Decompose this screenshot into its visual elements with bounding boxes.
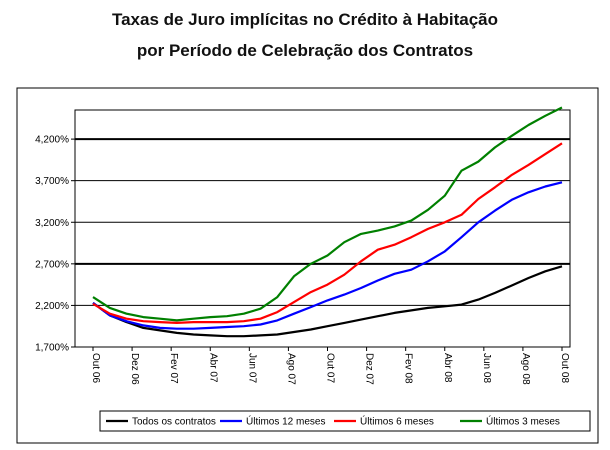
x-tick-label: Out 08	[559, 353, 570, 383]
y-tick-label: 1,700%	[35, 343, 69, 354]
x-tick-label: Fev 07	[168, 353, 179, 384]
x-tick-label: Out 06	[90, 353, 101, 383]
x-tick-label: Ago 07	[285, 353, 296, 385]
x-tick-label: Dez 07	[364, 353, 375, 385]
series-line-4	[92, 106, 563, 322]
x-tick-label: Abr 08	[442, 353, 453, 383]
y-tick-label: 2,200%	[35, 301, 69, 312]
y-tick-label: 3,200%	[35, 218, 69, 229]
series-line-2	[92, 181, 563, 330]
y-tick-label: 3,700%	[35, 176, 69, 187]
plot-area	[74, 109, 571, 348]
series-line-3	[92, 142, 563, 324]
legend-label: Últimos 6 meses	[360, 415, 434, 428]
legend-label: Últimos 3 meses	[486, 415, 560, 428]
y-tick-label: 2,700%	[35, 259, 69, 270]
chart-title: Taxas de Juro implícitas no Crédito à Ha…	[111, 10, 499, 29]
x-tick-label: Fev 08	[403, 353, 414, 384]
x-tick-label: Jun 08	[481, 353, 492, 383]
x-tick-label: Dez 06	[129, 353, 140, 385]
x-tick-label: Ago 08	[520, 353, 531, 385]
x-tick-label: Jun 07	[246, 353, 257, 383]
series-line-1	[92, 265, 563, 338]
x-tick-label: Abr 07	[207, 353, 218, 383]
y-tick-label: 4,200%	[35, 135, 69, 146]
chart-subtitle: por Período de Celebração dos Contratos	[136, 41, 474, 60]
legend-label: Últimos 12 meses	[246, 415, 325, 428]
x-tick-label: Out 07	[325, 353, 336, 383]
legend-label: Todos os contratos	[132, 417, 216, 428]
